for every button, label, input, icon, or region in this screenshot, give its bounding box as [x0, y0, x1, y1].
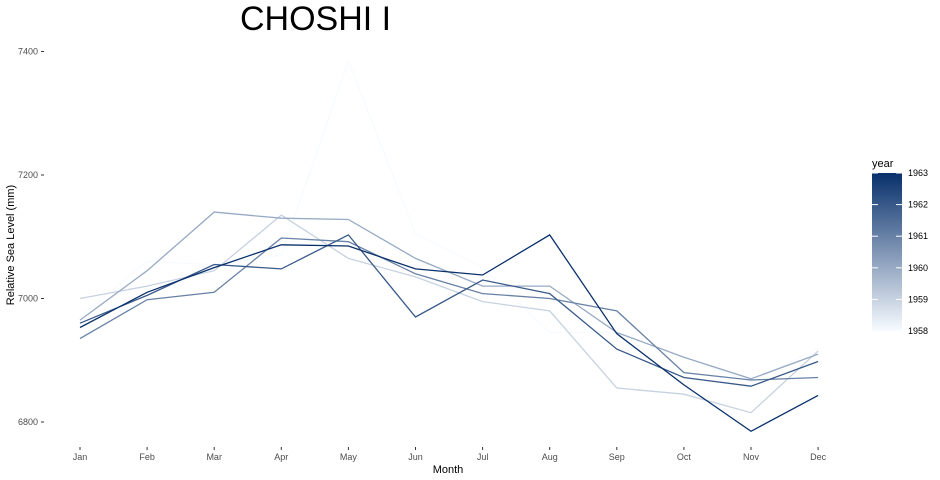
y-tick-label: 7200: [18, 170, 38, 180]
legend-ticks: 1958 1959 1960 1961 1962 1963: [872, 168, 928, 336]
series-line-1958: [79, 58, 819, 383]
y-axis-title: Relative Sea Level (mm): [5, 185, 17, 305]
series-line-1962: [79, 234, 819, 387]
x-tick-label: Jan: [73, 452, 88, 462]
x-tick-label: Mar: [206, 452, 222, 462]
legend-tick-label: 1963: [908, 168, 928, 178]
series-lines: [79, 58, 819, 433]
legend-tick-label: 1961: [908, 231, 928, 241]
chart-title: CHOSHI I: [240, 0, 391, 38]
legend: year 1958 1959 1960 1961 1962 1963: [872, 158, 928, 336]
legend-tick-label: 1959: [908, 294, 928, 304]
legend-tick-label: 1962: [908, 200, 928, 210]
y-tick-label: 6800: [18, 417, 38, 427]
x-tick-label: Sep: [609, 452, 625, 462]
x-tick-label: Apr: [274, 452, 288, 462]
x-tick-label: May: [340, 452, 358, 462]
series-line-1959: [79, 214, 819, 414]
legend-tick-label: 1958: [908, 326, 928, 336]
x-tick-label: Jul: [477, 452, 489, 462]
x-tick-label: Dec: [810, 452, 827, 462]
y-axis: 6800 7000 7200 7400: [18, 47, 44, 427]
series-line-1963: [79, 234, 819, 433]
y-tick-label: 7000: [18, 294, 38, 304]
x-tick-label: Aug: [542, 452, 558, 462]
y-tick-label: 7400: [18, 47, 38, 57]
x-tick-label: Feb: [139, 452, 155, 462]
x-tick-label: Jun: [408, 452, 423, 462]
legend-tick-label: 1960: [908, 263, 928, 273]
legend-title: year: [872, 158, 894, 170]
legend-colorbar: [872, 173, 902, 331]
x-axis-title: Month: [433, 464, 464, 476]
x-tick-label: Nov: [743, 452, 760, 462]
x-tick-label: Oct: [677, 452, 692, 462]
x-axis: Jan Feb Mar Apr May Jun Jul Aug Sep Oct Nov Dec: [73, 447, 827, 462]
series-line-1961: [79, 237, 819, 381]
